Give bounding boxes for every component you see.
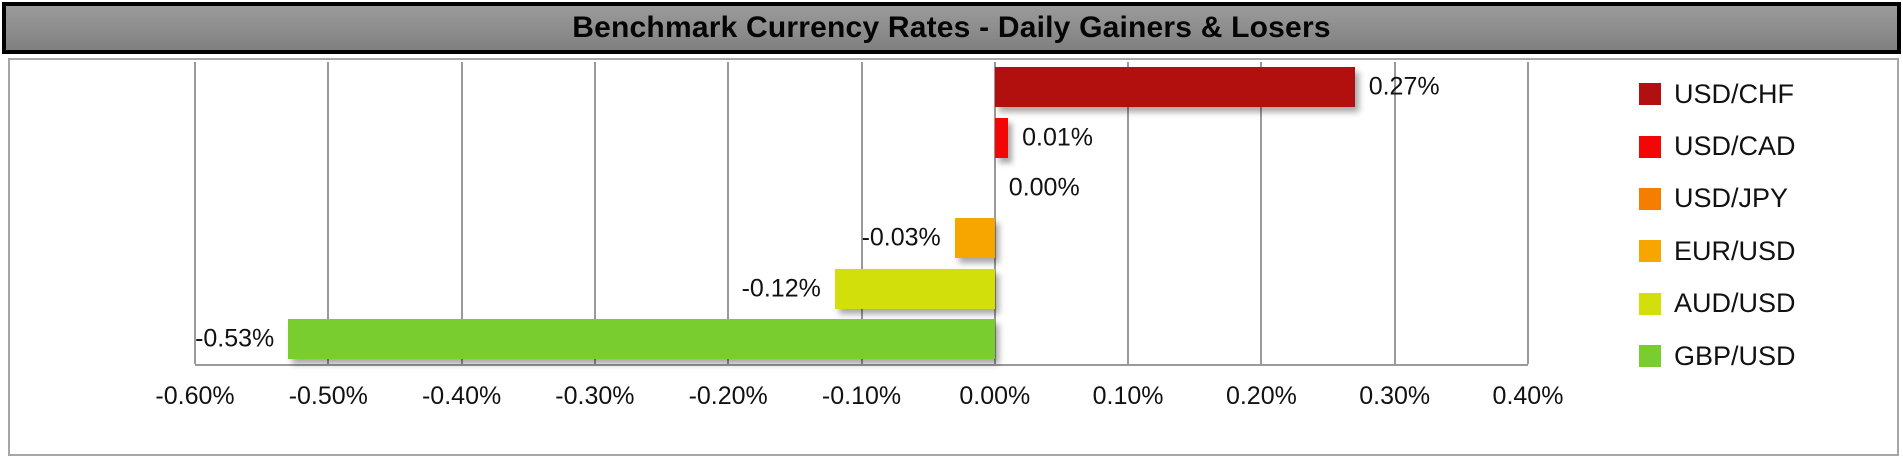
legend-item-usd-cad: USD/CAD (1639, 120, 1796, 172)
bar-aud-usd (834, 268, 995, 309)
gridline (460, 62, 463, 364)
legend-swatch-eur-usd (1639, 240, 1661, 263)
gridline (1127, 62, 1130, 364)
gridline (860, 62, 863, 364)
data-label-usd-cad: 0.01% (1022, 123, 1094, 151)
data-label-gbp-usd: -0.53% (195, 324, 275, 353)
gridline (727, 62, 730, 364)
legend-swatch-usd-jpy (1639, 187, 1661, 210)
gridline (993, 62, 996, 364)
legend-swatch-aud-usd (1639, 292, 1661, 315)
bar-usd-cad (994, 117, 1009, 158)
x-axis-tick-label: 0.30% (1359, 382, 1431, 410)
legend-label-usd-jpy: USD/JPY (1674, 183, 1789, 214)
gridline (327, 62, 330, 364)
bar-gbp-usd (288, 318, 995, 359)
legend-item-eur-usd: EUR/USD (1639, 225, 1796, 277)
legend-item-usd-chf: USD/CHF (1639, 68, 1796, 120)
x-axis-tick-label: -0.10% (821, 382, 902, 410)
legend-item-usd-jpy: USD/JPY (1639, 173, 1796, 225)
x-axis-tick-label: -0.40% (421, 382, 502, 410)
bar-usd-chf (994, 67, 1355, 108)
chart-legend: USD/CHF USD/CAD USD/JPY EUR/USD AUD/USD GBP/U… (1639, 68, 1796, 382)
legend-swatch-usd-cad (1639, 135, 1661, 158)
legend-label-usd-chf: USD/CHF (1674, 78, 1794, 109)
gridline (1260, 62, 1263, 364)
legend-swatch-gbp-usd (1639, 345, 1661, 368)
x-axis-tick-label: -0.30% (555, 382, 635, 410)
gridline (593, 62, 596, 364)
gridline (1527, 62, 1529, 364)
x-axis-tick-label: 0.00% (959, 382, 1031, 410)
chart-title-bar: Benchmark Currency Rates - Daily Gainers… (2, 2, 1901, 54)
x-axis-line (195, 364, 1528, 366)
legend-label-eur-usd: EUR/USD (1674, 235, 1796, 266)
legend-label-usd-cad: USD/CAD (1674, 131, 1796, 162)
legend-label-aud-usd: AUD/USD (1674, 288, 1796, 319)
chart-area: -0.60% -0.50% -0.40% -0.30% -0.20% -0.10% 0.00… (8, 58, 1899, 456)
x-axis-tick-label: 0.40% (1492, 382, 1564, 410)
legend-item-aud-usd: AUD/USD (1639, 278, 1796, 330)
bar-eur-usd (954, 218, 995, 259)
gridline (1393, 62, 1396, 364)
data-label-usd-chf: 0.27% (1368, 72, 1440, 101)
legend-swatch-usd-chf (1639, 83, 1661, 106)
data-label-usd-jpy: 0.00% (1008, 173, 1080, 202)
x-axis-tick-label: 0.20% (1225, 382, 1297, 410)
x-axis-tick-label: -0.20% (688, 382, 768, 410)
gridline (194, 62, 196, 364)
legend-label-gbp-usd: GBP/USD (1674, 340, 1796, 371)
x-axis-tick-label: 0.10% (1092, 382, 1164, 410)
x-axis-tick-label: -0.50% (288, 382, 368, 410)
x-axis-tick-label: -0.60% (155, 382, 235, 410)
data-label-eur-usd: -0.03% (861, 223, 941, 252)
chart-title: Benchmark Currency Rates - Daily Gainers… (572, 11, 1331, 44)
data-label-aud-usd: -0.12% (741, 274, 821, 302)
legend-item-gbp-usd: GBP/USD (1639, 330, 1796, 382)
